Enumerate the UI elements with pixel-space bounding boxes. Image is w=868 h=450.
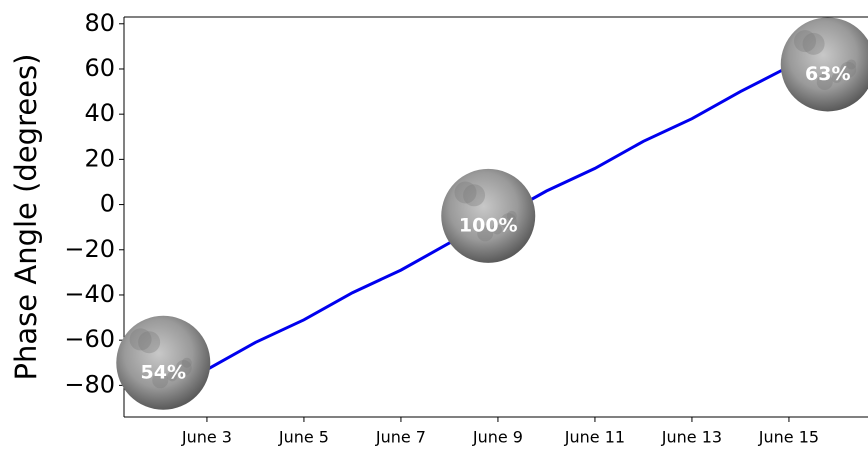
moon-crater [463,184,486,207]
x-tick-label: June 5 [278,428,329,447]
x-tick-label: June 9 [472,428,523,447]
moon-label: 54% [141,361,186,383]
moon-crater [181,357,192,368]
moon-crater [831,73,842,84]
moon-crater [492,224,503,235]
moon-crater [129,328,152,351]
moon-crater [152,372,169,389]
x-tick-label: June 3 [181,428,232,447]
y-tick-label: 60 [84,54,115,82]
moon-crater [477,225,494,242]
moon-label: 63% [805,63,850,85]
y-tick-label: −20 [64,235,115,263]
moon-image [116,315,211,410]
moon-crater [794,30,817,53]
moon-crater [846,59,857,70]
y-tick-label: 20 [84,144,115,172]
moon-image [441,168,536,263]
moon-crater [138,331,161,354]
y-tick-label: 0 [100,190,115,218]
x-tick-label: June 15 [758,428,819,447]
y-tick-label: 80 [84,9,115,37]
x-tick-label: June 11 [564,428,625,447]
y-tick-label: −60 [64,325,115,353]
moon-crater [500,213,517,230]
moon-crater [802,32,825,55]
moon-crater [840,61,857,78]
moon-label: 100% [459,214,518,236]
moon-image [780,17,868,112]
y-tick-label: −80 [64,370,115,398]
x-tick-label: June 7 [375,428,426,447]
y-tick-label: −40 [64,280,115,308]
moon-crater [816,73,833,90]
x-tick-label: June 13 [661,428,722,447]
y-tick-label: 40 [84,99,115,127]
moon-crater [167,371,178,382]
moon-crater [454,181,477,204]
moon-crater [175,360,192,377]
y-axis-label: Phase Angle (degrees) [9,54,43,381]
moon-crater [506,210,517,221]
